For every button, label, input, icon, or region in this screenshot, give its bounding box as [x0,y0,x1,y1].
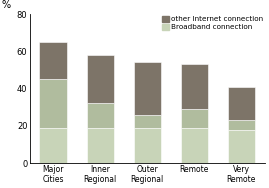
Bar [40,128,67,163]
Bar [134,128,161,163]
Y-axis label: %: % [2,0,10,10]
Bar [87,128,114,163]
Bar [228,120,255,130]
Bar [134,62,161,115]
Bar [40,42,67,79]
Bar [134,115,161,128]
Bar [180,109,208,128]
Bar [87,103,114,128]
Bar [180,64,208,109]
Bar [180,128,208,163]
Bar [87,55,114,103]
Legend: other Internet connection, Broadband connection: other Internet connection, Broadband con… [162,16,264,30]
Bar [228,87,255,120]
Bar [40,79,67,128]
Bar [228,130,255,163]
